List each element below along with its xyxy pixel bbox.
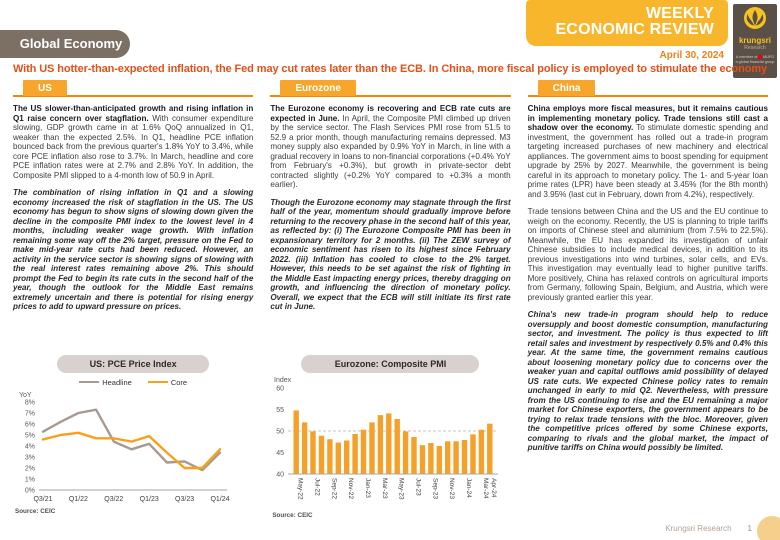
- svg-text:3%: 3%: [25, 455, 35, 462]
- us-pce-chart: US: PCE Price Index Headline Core YoY 0% 1…: [13, 355, 253, 515]
- report-date: April 30, 2024: [659, 50, 724, 61]
- section-badge: Global Economy: [0, 30, 130, 58]
- svg-text:7%: 7%: [25, 411, 35, 418]
- us-chart-legend: Headline Core: [13, 377, 253, 387]
- mufg-mark-icon: [758, 55, 762, 59]
- svg-text:Q3/22: Q3/22: [104, 496, 123, 503]
- svg-text:Jan-24: Jan-24: [465, 478, 472, 498]
- svg-text:Nov-23: Nov-23: [448, 478, 455, 499]
- logo-sub-text: Research: [744, 45, 766, 51]
- svg-text:0%: 0%: [25, 488, 35, 495]
- svg-text:Jul-23: Jul-23: [415, 478, 422, 496]
- china-paragraph-2: Trade tensions between China and the US …: [527, 207, 768, 302]
- krungsri-logo-icon: [744, 7, 766, 29]
- svg-text:4%: 4%: [25, 444, 35, 451]
- eurozone-p1-rest: In April, the Composite PMI climbed up d…: [270, 113, 511, 190]
- eurozone-chart-title: Eurozone: Composite PMI: [301, 355, 480, 373]
- svg-text:40: 40: [277, 472, 285, 479]
- svg-text:8%: 8%: [25, 400, 35, 407]
- svg-text:May-23: May-23: [398, 478, 405, 500]
- svg-text:YoY: YoY: [19, 392, 32, 399]
- logo-tagline: A member of MUFG a global financial grou…: [733, 55, 777, 64]
- eurozone-paragraph-1: The Eurozone economy is recovering and E…: [270, 104, 510, 190]
- svg-text:50: 50: [277, 429, 285, 436]
- logo-brand-text: krungsri: [738, 36, 771, 45]
- svg-text:Mar-24: Mar-24: [482, 478, 489, 499]
- svg-text:45: 45: [277, 450, 285, 457]
- tab-us: US: [23, 80, 67, 96]
- svg-text:Index: Index: [274, 377, 292, 384]
- legend-core: Core: [147, 377, 188, 387]
- report-title-banner: WEEKLY ECONOMIC REVIEW: [526, 0, 728, 46]
- svg-text:Q3/23: Q3/23: [175, 496, 194, 503]
- svg-text:Jul-22: Jul-22: [314, 478, 321, 496]
- report-headline: With US hotter-than-expected inflation, …: [12, 63, 768, 75]
- legend-core-label: Core: [170, 377, 188, 387]
- footer-brand: Krungsri Research: [665, 524, 732, 533]
- legend-headline-label: Headline: [102, 377, 132, 387]
- us-chart-source: Source: CEIC: [15, 508, 56, 515]
- svg-text:Sep-23: Sep-23: [432, 478, 439, 499]
- svg-text:Q1/24: Q1/24: [210, 496, 229, 503]
- us-tab-row: US: [13, 78, 254, 97]
- svg-text:Mar-23: Mar-23: [381, 478, 388, 499]
- svg-text:1%: 1%: [25, 477, 35, 484]
- eurozone-paragraph-2: Though the Eurozone economy may stagnate…: [270, 197, 511, 312]
- svg-text:May-22: May-22: [297, 478, 304, 500]
- headline-series-swatch: [79, 380, 100, 384]
- svg-text:Q1/22: Q1/22: [69, 496, 88, 503]
- eurozone-chart-source: Source: CEIC: [272, 512, 313, 519]
- eurozone-tab-row: Eurozone: [270, 78, 511, 97]
- tab-eurozone: Eurozone: [280, 80, 356, 96]
- page-number: 1: [747, 524, 752, 533]
- china-column: China China employs more fiscal measures…: [527, 78, 768, 533]
- svg-text:Sep-22: Sep-22: [331, 478, 338, 499]
- us-column: US The US slower-than-anticipated growth…: [13, 78, 253, 533]
- svg-text:55: 55: [277, 407, 285, 414]
- us-p1-rest: With consumer expenditure slowing, GDP g…: [13, 113, 254, 180]
- svg-text:Jan-23: Jan-23: [364, 478, 371, 498]
- page-footer: Krungsri Research 1: [665, 524, 752, 533]
- core-series-swatch: [147, 380, 168, 384]
- logo-tagline-brand: MUFG: [762, 55, 775, 59]
- legend-headline: Headline: [79, 378, 132, 387]
- logo-tagline-suffix: a global financial group: [735, 59, 775, 64]
- svg-text:2%: 2%: [25, 466, 35, 473]
- china-p1-lead: China employs more fiscal measures, but …: [527, 104, 768, 132]
- svg-text:Nov-22: Nov-22: [347, 478, 354, 499]
- svg-text:Apr-24: Apr-24: [491, 478, 498, 498]
- china-paragraph-1: China employs more fiscal measures, but …: [528, 104, 768, 199]
- page-corner-decoration: [757, 516, 780, 540]
- tab-china: China: [537, 80, 596, 96]
- china-paragraph-3: China's new trade-in program should help…: [527, 310, 768, 452]
- china-tab-row: China: [527, 78, 768, 97]
- report-title-line2: ECONOMIC REVIEW: [555, 21, 714, 38]
- eurozone-pmi-bar-plot: Index 40 45 50 55 60 May-22 Jul-22 Sep-22 Nov-22 J…: [274, 377, 499, 500]
- svg-text:Q3/21: Q3/21: [33, 496, 52, 503]
- report-title-line1: WEEKLY: [645, 5, 714, 22]
- eurozone-pmi-chart: Eurozone: Composite PMI Index 40 45 50 55 60 M…: [270, 355, 510, 519]
- svg-text:60: 60: [277, 386, 285, 393]
- us-p1-lead: The US slower-than-anticipated growth an…: [13, 104, 254, 123]
- krungsri-logo: krungsri Research A member of MUFG a glo…: [733, 4, 777, 78]
- eurozone-p1-lead: The Eurozone economy is recovering and E…: [270, 104, 511, 123]
- china-p1-rest: To stimulate domestic spending and inves…: [527, 123, 768, 199]
- content-columns: US The US slower-than-anticipated growth…: [13, 78, 768, 533]
- eurozone-column: Eurozone The Eurozone economy is recover…: [270, 78, 511, 533]
- svg-text:Q1/23: Q1/23: [140, 496, 159, 503]
- us-paragraph-1: The US slower-than-anticipated growth an…: [13, 104, 253, 180]
- us-paragraph-2: The combination of rising inflation in Q…: [13, 188, 254, 311]
- svg-text:6%: 6%: [25, 422, 35, 429]
- logo-tagline-prefix: A member of: [735, 55, 758, 59]
- svg-text:5%: 5%: [25, 433, 35, 440]
- us-pce-line-plot: YoY 0% 1% 2% 3% 4% 5% 6% 7% 8% Q3/21 Q1/22 Q3/22 Q1/2…: [19, 392, 230, 503]
- us-chart-title: US: PCE Price Index: [57, 355, 210, 373]
